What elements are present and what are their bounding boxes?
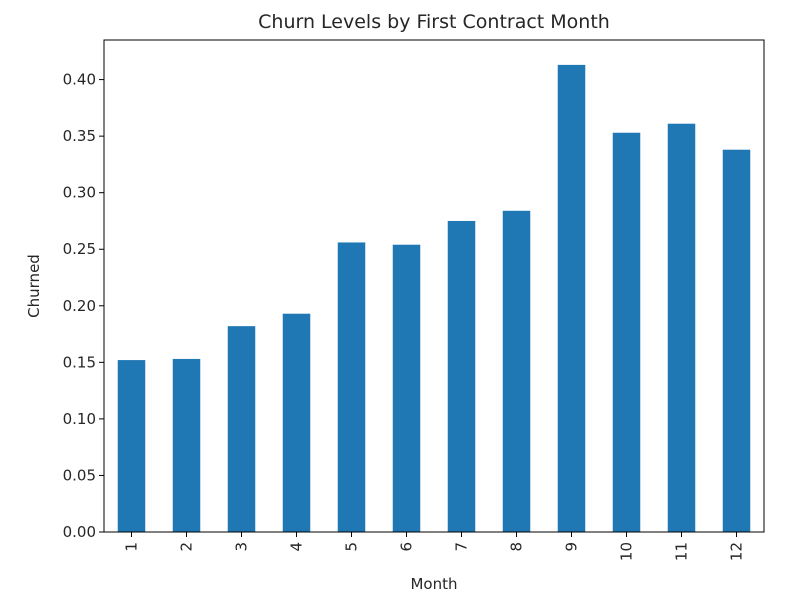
bar-month-12 bbox=[722, 149, 751, 533]
x-tick-label: 10 bbox=[618, 542, 636, 561]
x-tick-label: 3 bbox=[233, 542, 251, 552]
y-axis-label: Churned bbox=[25, 254, 43, 318]
x-tick-label: 11 bbox=[673, 542, 691, 561]
bars bbox=[117, 64, 751, 533]
bar-month-1 bbox=[117, 360, 146, 532]
x-tick-label: 7 bbox=[453, 542, 471, 552]
y-tick-label: 0.25 bbox=[63, 240, 96, 258]
y-axis: 0.00 0.05 0.10 0.15 0.20 0.25 0.30 0.35 0.40 bbox=[63, 71, 104, 541]
x-axis: 1 2 3 4 5 6 7 8 9 10 11 12 bbox=[123, 532, 746, 561]
x-tick-label: 4 bbox=[288, 542, 306, 552]
bar-month-4 bbox=[282, 313, 311, 532]
y-tick-label: 0.10 bbox=[63, 410, 96, 428]
bar-month-11 bbox=[667, 123, 696, 533]
y-tick-label: 0.35 bbox=[63, 127, 96, 145]
bar-month-3 bbox=[227, 326, 256, 532]
y-tick-label: 0.20 bbox=[63, 297, 96, 315]
bar-month-9 bbox=[557, 64, 586, 533]
bar-month-7 bbox=[447, 220, 476, 532]
bar-month-10 bbox=[612, 132, 641, 533]
x-tick-label: 12 bbox=[728, 542, 746, 561]
x-axis-label: Month bbox=[410, 575, 457, 593]
x-tick-label: 9 bbox=[563, 542, 581, 552]
y-tick-label: 0.15 bbox=[63, 353, 96, 371]
x-tick-label: 6 bbox=[398, 542, 416, 552]
x-tick-label: 2 bbox=[178, 542, 196, 552]
y-tick-label: 0.30 bbox=[63, 184, 96, 202]
y-tick-label: 0.05 bbox=[63, 466, 96, 484]
chart-title: Churn Levels by First Contract Month bbox=[258, 11, 610, 33]
x-tick-label: 5 bbox=[343, 542, 361, 552]
x-tick-label: 1 bbox=[123, 542, 141, 552]
bar-month-6 bbox=[392, 244, 421, 533]
bar-month-2 bbox=[172, 358, 201, 532]
y-tick-label: 0.00 bbox=[63, 523, 96, 541]
bar-month-8 bbox=[502, 210, 531, 533]
y-tick-label: 0.40 bbox=[63, 71, 96, 89]
x-tick-label: 8 bbox=[508, 542, 526, 552]
plot-frame bbox=[103, 39, 765, 533]
bar-month-5 bbox=[337, 242, 366, 532]
